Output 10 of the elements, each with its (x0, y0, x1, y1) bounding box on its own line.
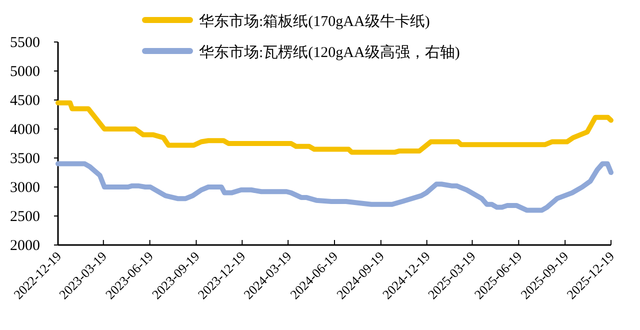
y-tick-label: 5000 (10, 64, 40, 80)
y-tick-label: 3000 (10, 180, 40, 196)
y-tick-label: 3500 (10, 151, 40, 167)
y-tick-label: 4500 (10, 93, 40, 109)
y-tick-label: 5500 (10, 35, 40, 51)
y-tick-label: 2500 (10, 209, 40, 225)
y-tick-label: 2000 (10, 238, 40, 254)
y-tick-label: 4000 (10, 122, 40, 138)
legend-label: 华东市场:瓦楞纸(120gAA级高强，右轴) (199, 44, 460, 61)
legend-label: 华东市场:箱板纸(170gAA级牛卡纸) (199, 13, 430, 30)
